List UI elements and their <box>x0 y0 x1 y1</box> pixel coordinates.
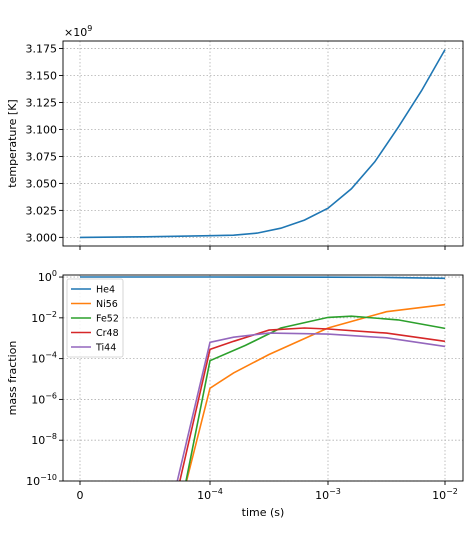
legend-label-ni56: Ni56 <box>96 299 118 310</box>
top-y-tick-label: 3.175 <box>26 43 58 56</box>
legend-label-fe52: Fe52 <box>96 314 119 325</box>
top-y-axis-label: temperature [K] <box>6 99 19 187</box>
series-line-ni56 <box>185 303 446 481</box>
bottom-x-tick-label: 0 <box>77 489 84 502</box>
top-offset-exp: 9 <box>87 24 92 33</box>
temperature-panel: 3.000 3.025 3.050 3.075 3.100 3.125 3.150 3.175… <box>6 24 464 250</box>
bottom-y-axis-label: mass fraction <box>6 341 19 416</box>
bottom-x-axis-label: time (s) <box>242 506 285 519</box>
bottom-y-tick-label: 10−4 <box>31 351 57 366</box>
top-ticks: 3.000 3.025 3.050 3.075 3.100 3.125 3.150 3.175 <box>26 43 446 250</box>
legend-label-he4: He4 <box>96 285 115 296</box>
bottom-y-tick-label: 100 <box>38 269 57 284</box>
bottom-series-group <box>80 276 446 481</box>
bottom-y-tick-label: 10−10 <box>26 473 57 488</box>
legend-label-ti44: Ti44 <box>95 343 116 354</box>
temperature-line <box>79 49 446 239</box>
bottom-ticks: 0 10−4 10−3 10−2 100 10−2 10−4 10−6 10−8 10−10 <box>26 269 458 502</box>
top-y-tick-label: 3.125 <box>26 97 58 110</box>
bottom-y-tick-label: 10−2 <box>31 310 57 325</box>
legend-box <box>66 278 124 358</box>
bottom-y-tick-label: 10−6 <box>31 391 57 406</box>
top-grid <box>63 41 463 246</box>
legend: He4 Ni56 Fe52 Cr48 Ti44 <box>66 278 124 358</box>
top-y-tick-label: 3.150 <box>26 70 58 83</box>
legend-label-cr48: Cr48 <box>96 328 119 339</box>
top-plot-frame <box>62 40 464 247</box>
bottom-plot-frame <box>62 274 464 482</box>
top-y-tick-label: 3.025 <box>26 204 58 217</box>
series-line-he4 <box>80 276 446 280</box>
top-offset-label: ×109 <box>64 24 92 39</box>
series-line-ti44 <box>176 332 446 481</box>
top-offset-base: ×10 <box>64 26 87 39</box>
top-y-tick-label: 3.100 <box>26 123 58 136</box>
top-series-group <box>79 49 446 239</box>
bottom-x-tick-label: 10−4 <box>197 487 223 502</box>
top-y-tick-label: 3.000 <box>26 231 58 244</box>
bottom-x-tick-label: 10−3 <box>315 487 341 502</box>
top-y-tick-label: 3.075 <box>26 150 58 163</box>
bottom-x-tick-label: 10−2 <box>432 487 458 502</box>
series-line-cr48 <box>179 327 446 481</box>
mass-fraction-panel: 0 10−4 10−3 10−2 100 10−2 10−4 10−6 10−8 10−10 He… <box>6 269 464 519</box>
series-line-fe52 <box>185 315 446 481</box>
bottom-y-tick-label: 10−8 <box>31 432 57 447</box>
top-y-tick-label: 3.050 <box>26 177 58 190</box>
